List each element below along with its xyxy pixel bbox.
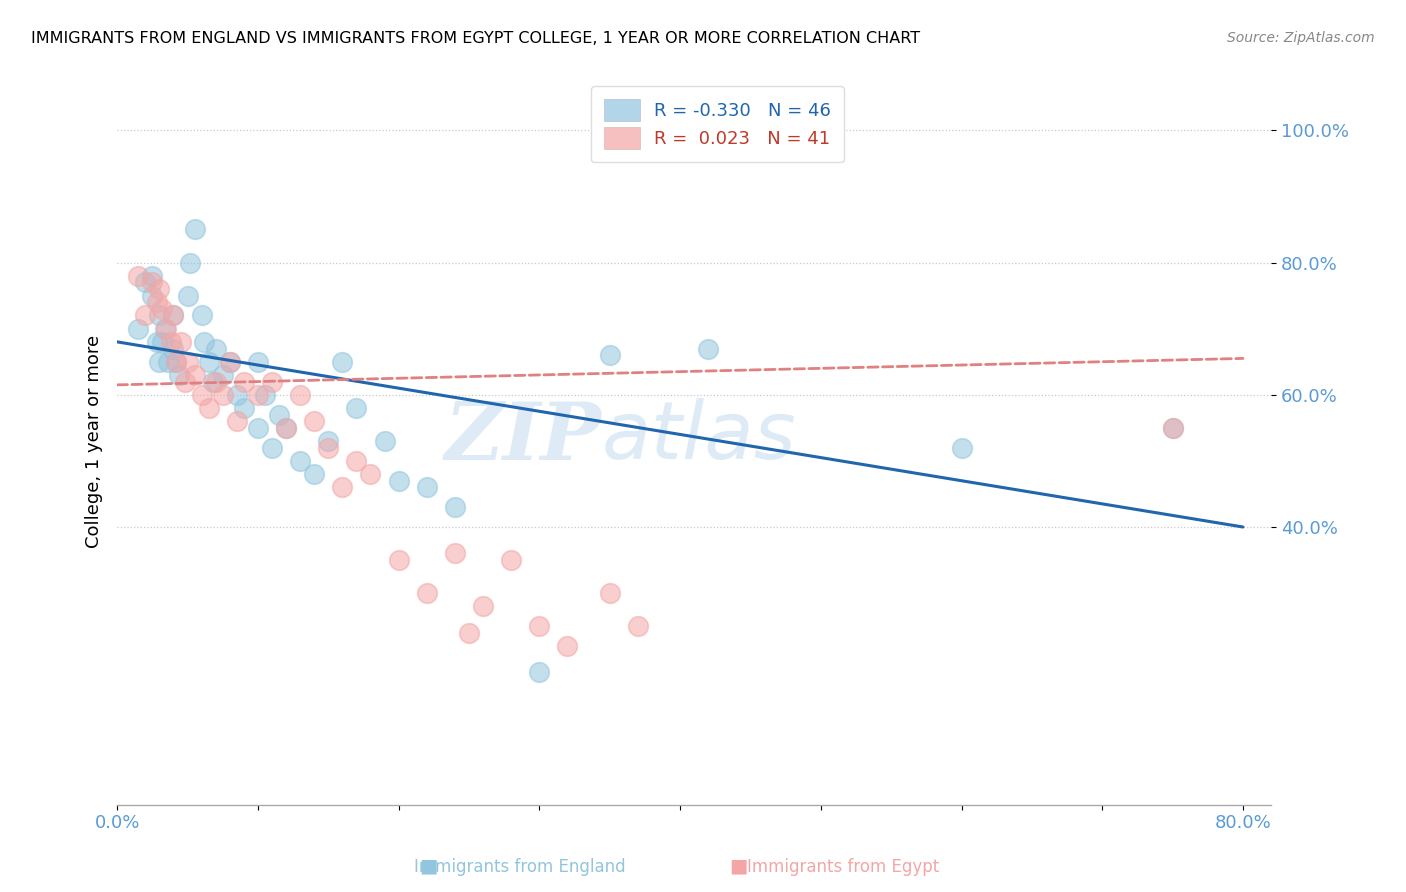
Point [211,368,233,382]
Point [204,375,226,389]
Point [201,375,224,389]
Point [232,401,254,415]
Point [190,388,212,402]
Point [225,388,247,402]
Point [529,619,551,633]
Point [148,309,170,323]
Point [458,625,481,640]
Point [145,334,167,349]
Point [274,421,297,435]
Point [360,467,382,482]
Point [316,434,339,448]
Point [159,334,181,349]
Point [599,586,621,600]
Point [148,282,170,296]
Point [225,414,247,428]
Point [260,441,283,455]
Point [232,375,254,389]
Point [388,474,411,488]
Point [179,255,201,269]
Point [162,342,184,356]
Point [218,355,240,369]
Point [416,480,439,494]
Point [529,665,551,680]
Point [950,441,973,455]
Point [156,355,179,369]
Point [599,348,621,362]
Point [167,368,190,382]
Point [627,619,650,633]
Point [141,288,163,302]
Point [374,434,396,448]
Point [183,222,205,236]
Point [190,309,212,323]
Point [330,355,353,369]
Text: Source: ZipAtlas.com: Source: ZipAtlas.com [1227,31,1375,45]
Point [176,355,198,369]
Point [416,586,439,600]
Legend: R = -0.330   N = 46, R =  0.023   N = 41: R = -0.330 N = 46, R = 0.023 N = 41 [591,87,844,162]
Point [444,500,467,515]
Point [444,546,467,560]
Point [145,295,167,310]
Point [260,375,283,389]
Text: atlas: atlas [602,399,797,476]
Text: Immigrants from Egypt: Immigrants from Egypt [748,858,939,876]
Point [169,334,191,349]
Point [153,321,176,335]
Point [141,276,163,290]
Point [148,355,170,369]
Point [246,355,269,369]
Point [246,421,269,435]
Point [211,388,233,402]
Point [150,301,173,316]
Point [501,553,523,567]
Point [193,334,215,349]
Point [218,355,240,369]
Point [162,309,184,323]
Point [1161,421,1184,435]
Point [176,288,198,302]
Y-axis label: College, 1 year or more: College, 1 year or more [86,334,103,548]
Point [197,355,219,369]
Point [288,454,311,468]
Point [134,309,156,323]
Point [316,441,339,455]
Point [134,276,156,290]
Point [150,334,173,349]
Point [288,388,311,402]
Point [344,454,367,468]
Point [162,309,184,323]
Point [127,268,149,283]
Point [330,480,353,494]
Point [204,342,226,356]
Text: ■: ■ [728,857,748,876]
Point [274,421,297,435]
Point [246,388,269,402]
Point [141,268,163,283]
Point [165,355,187,369]
Text: IMMIGRANTS FROM ENGLAND VS IMMIGRANTS FROM EGYPT COLLEGE, 1 YEAR OR MORE CORRELA: IMMIGRANTS FROM ENGLAND VS IMMIGRANTS FR… [31,31,920,46]
Point [253,388,276,402]
Point [127,321,149,335]
Point [1161,421,1184,435]
Text: ■: ■ [419,857,439,876]
Point [472,599,495,614]
Text: ZIP: ZIP [444,399,602,476]
Point [183,368,205,382]
Point [267,408,290,422]
Point [197,401,219,415]
Point [388,553,411,567]
Point [302,414,325,428]
Point [557,639,579,653]
Point [697,342,720,356]
Point [155,321,177,335]
Point [173,375,195,389]
Text: Immigrants from England: Immigrants from England [415,858,626,876]
Point [344,401,367,415]
Point [165,355,187,369]
Point [302,467,325,482]
